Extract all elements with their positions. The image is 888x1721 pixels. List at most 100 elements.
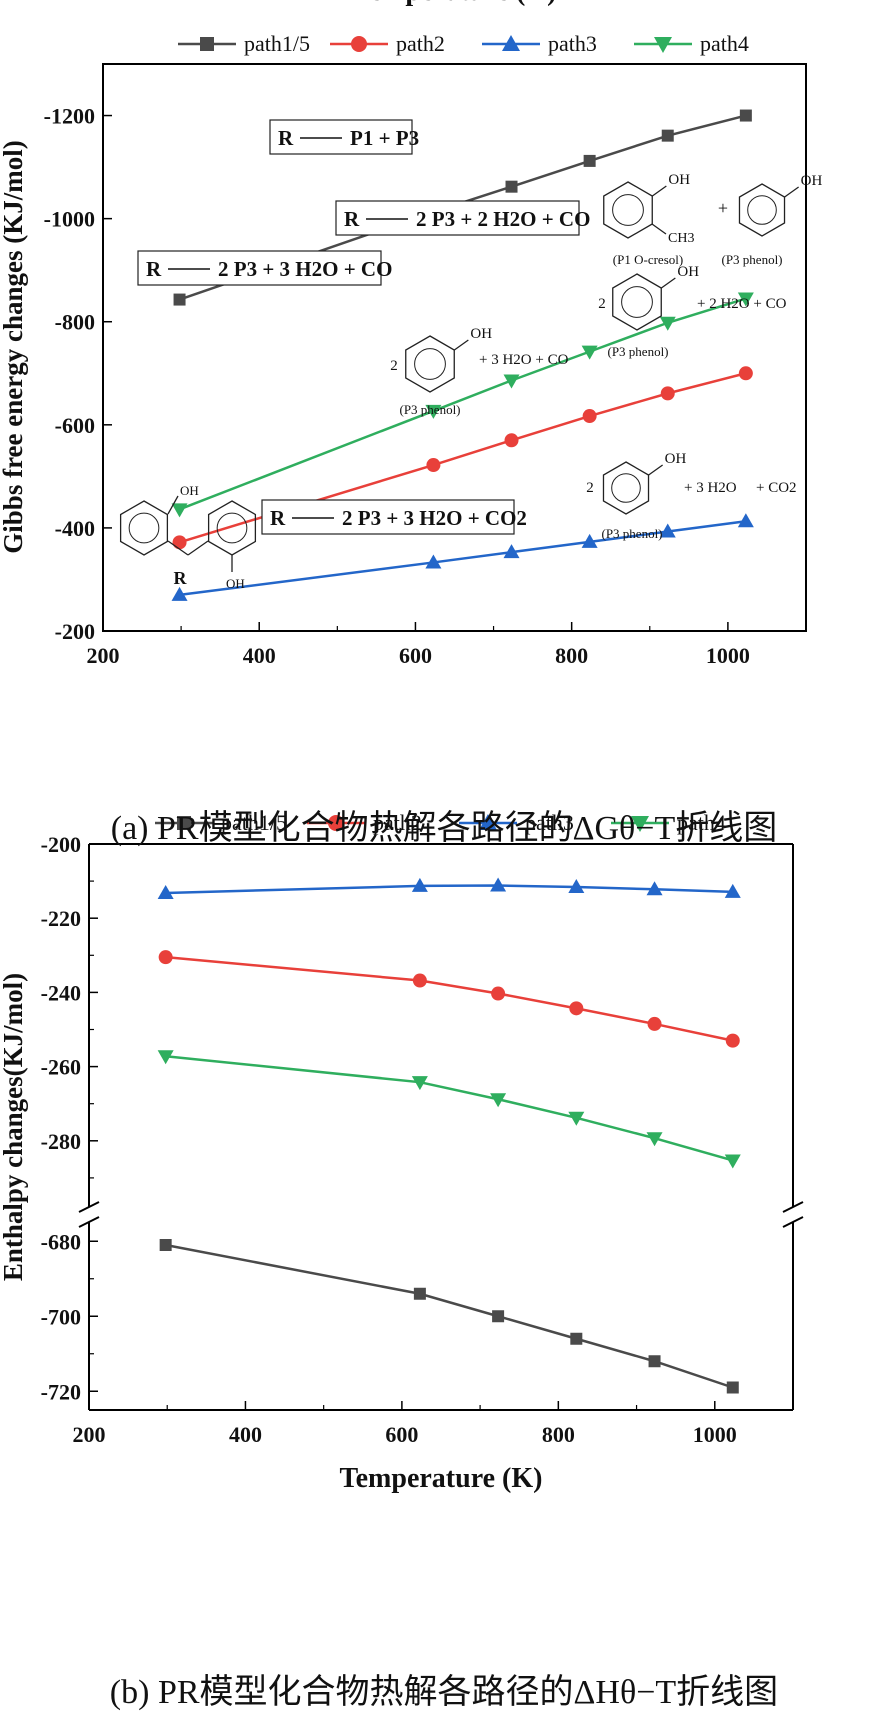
data-point [659,523,676,538]
legend-label: path3 [525,810,574,835]
oh-bond [784,186,799,198]
data-point [570,1332,583,1345]
benzene-inner [216,512,248,544]
y-tick-label: -600 [55,413,95,438]
data-point [738,366,753,381]
struct-two: 2 [598,296,606,312]
data-point [648,1355,661,1368]
legend-marker [654,37,672,53]
oh-bond [453,339,469,351]
prod-path4: + 3 H2O + CO [479,352,569,368]
oh-label: OH [665,451,687,467]
legend-marker [351,36,367,52]
oh-label: OH [226,576,245,591]
data-point [158,950,173,965]
plot-frame [102,63,807,632]
x-tick-label: 200 [73,1422,106,1447]
prod-path15-b: + CO2 [756,480,797,496]
data-point [724,1154,741,1169]
series-line [165,1243,734,1389]
x-tick-label: 1000 [706,643,750,668]
y-tick-label: -700 [41,1304,81,1329]
axis-break [78,1216,100,1228]
benzene-ring [602,461,650,515]
eq-path3-lhs: R [278,126,294,150]
series-line [165,884,733,895]
eq-path4-box [137,250,382,286]
data-point [157,1050,174,1065]
data-point [737,292,754,307]
struct-plus: + [718,198,728,218]
y-axis-title: Enthalpy changes(KJ/mol) [0,973,28,1281]
y-tick-label: -240 [41,980,81,1005]
data-point [171,503,188,518]
series-line [179,297,747,511]
oh-label: OH [801,173,823,189]
benzene-inner [611,473,641,503]
eq-path15-box [261,499,515,535]
y-tick-label: -260 [41,1055,81,1080]
data-point [503,374,520,389]
data-point [581,533,598,548]
series-line [179,372,747,544]
data-point [661,129,674,142]
data-point [660,386,675,401]
data-point [425,554,442,569]
data-point [568,879,585,894]
eq-path3-box [269,119,413,155]
legend-marker [200,37,214,51]
legend-label: path4 [677,810,726,835]
gibbs-chart: 200 400 600 800 1000 -200 -400 -600 -800 -1000 -12… [0,0,822,668]
x-tick-label: 800 [542,1422,575,1447]
y-tick-label: -200 [55,619,95,644]
data-point [413,1287,426,1300]
label-p3-path2: (P3 phenol) [607,344,668,359]
eq-path4-rhs: 2 P3 + 3 H2O + CO [218,257,392,281]
eq-path3-rhs: P1 + P3 [350,126,419,150]
benzene-inner [621,286,653,318]
data-point [726,1381,739,1394]
data-point [503,544,520,559]
y-tick-label: -680 [41,1229,81,1254]
label-p3: (P3 phenol) [721,252,782,267]
enthalpy-chart: 200 400 600 800 1000 -200 -220 -240 -260 -280 -680… [0,810,804,1494]
caption-b: (b) PR模型化合物热解各路径的ΔHθ−T折线图 [109,1674,779,1711]
benzene-inner [747,195,777,225]
data-point [739,109,752,122]
eq-path2-rhs: 2 P3 + 2 H2O + CO [416,207,590,231]
data-point [569,1001,584,1016]
data-point [425,404,442,419]
data-point [505,180,518,193]
y-tick-label: -200 [41,832,81,857]
x-tick-label: 600 [399,643,432,668]
x-tick-label: 800 [555,643,588,668]
data-point [171,586,188,601]
benzene-ring [207,500,257,556]
oh-label: OH [470,326,492,342]
data-point [490,877,507,892]
y-tick-label: -720 [41,1379,81,1404]
data-point [583,154,596,167]
struct-two: 2 [586,480,594,496]
benzene-ring [738,183,786,237]
data-point [737,513,754,528]
legend-marker [328,815,344,831]
data-point [172,535,187,550]
legend-label: path3 [548,31,597,56]
legend-marker [177,816,191,830]
bridge-bond [167,540,189,556]
data-point [582,409,597,424]
data-point [159,1239,172,1251]
benzene-ring [119,500,169,556]
oh-label: OH [677,264,699,280]
x-tick-label: 400 [229,1422,262,1447]
data-point [659,316,676,331]
legend-marker [631,816,649,832]
benzene-inner [414,348,446,380]
x-axis-title: Temperature (K) [354,0,557,7]
bridge-bond [187,540,209,556]
legend-label: path1/5 [244,31,310,56]
legend-label: path2 [396,31,445,56]
y-tick-label: -220 [41,906,81,931]
